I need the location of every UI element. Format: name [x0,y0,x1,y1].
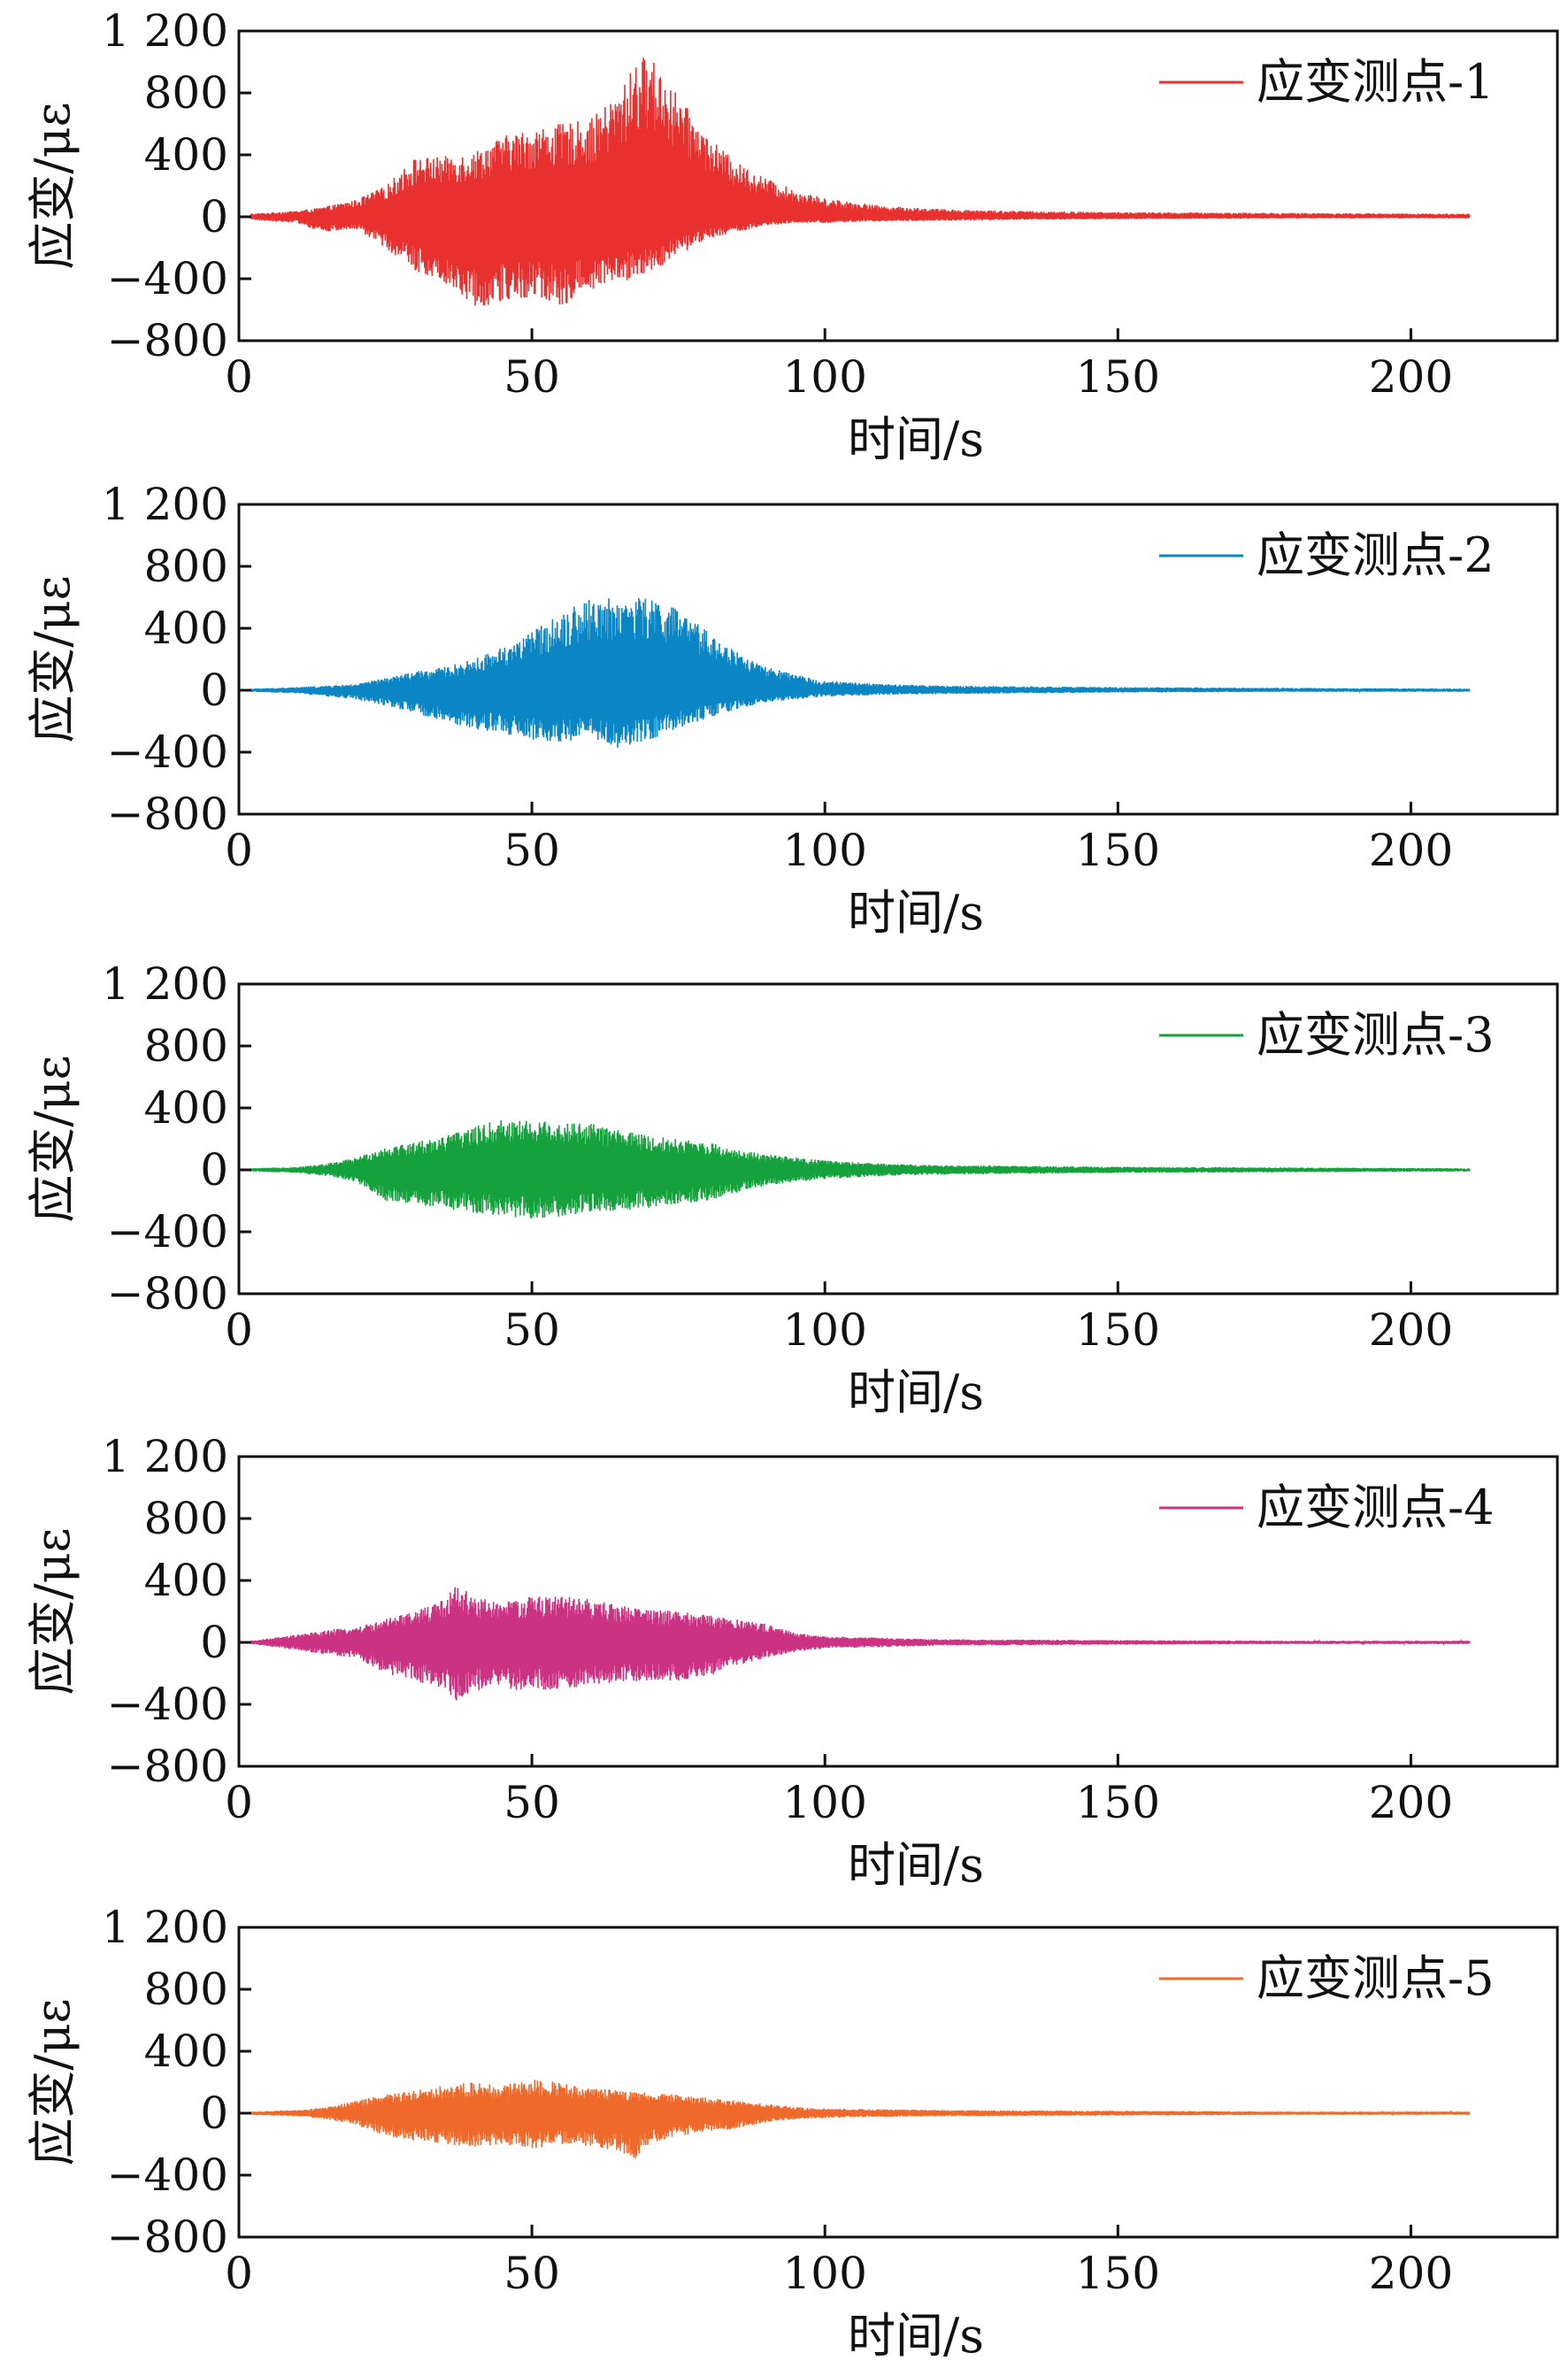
y-tick-label-3-3: 400 [144,1082,228,1134]
y-tick-label-1-5: 1 200 [102,5,228,57]
x-tick-label-1-0: 0 [225,351,253,403]
y-tick-label-5-5: 1 200 [102,1902,228,1953]
y-tick-label-4-4: 800 [144,1493,228,1544]
x-tick-label-1-2: 100 [783,351,867,403]
y-tick-label-5-2: 0 [200,2088,228,2139]
x-tick-label-2-1: 50 [503,825,560,876]
y-tick-label-1-1: −400 [107,253,228,304]
y-tick-label-1-2: 0 [200,191,228,242]
y-tick-label-4-2: 0 [200,1617,228,1668]
y-tick-label-2-1: −400 [107,727,228,778]
x-tick-label-3-3: 150 [1076,1304,1160,1356]
x-tick-label-5-1: 50 [503,2248,560,2299]
x-tick-label-5-2: 100 [783,2248,867,2299]
y-axis-label-3: 应变/με [25,1055,81,1222]
x-axis-label-2: 时间/s [848,885,984,941]
legend-label-1: 应变测点-1 [1257,54,1495,110]
plot-frame-5 [237,1926,1559,2239]
chart-panel-3: 应变测点-3 −800 −400 0 400 800 1 200 0 50 100 150 200 时间… [25,958,1559,1420]
x-tick-label-2-3: 150 [1076,825,1160,876]
y-axis-label-2: 应变/με [25,575,81,742]
y-tick-label-1-0: −800 [107,315,228,366]
chart-panel-1: 应变测点-1 −800 −400 0 400 800 1 200 0 50 100 150 200 时间… [25,5,1559,467]
x-tick-label-4-0: 0 [225,1777,253,1828]
series-line-1 [250,58,1471,306]
y-tick-label-4-1: −400 [107,1679,228,1730]
x-tick-label-5-4: 200 [1369,2248,1453,2299]
chart-panel-4: 应变测点-4 −800 −400 0 400 800 1 200 0 50 100 150 200 时间… [25,1431,1559,1893]
y-tick-label-3-0: −800 [107,1268,228,1319]
x-axis-label-3: 时间/s [848,1365,984,1420]
series-3-1 [250,1120,1471,1219]
x-tick-label-4-3: 150 [1076,1777,1160,1828]
x-axis-label-4: 时间/s [848,1837,984,1893]
plot-frame-3 [237,982,1559,1296]
x-axis-label-1: 时间/s [848,411,984,467]
x-tick-label-3-2: 100 [783,1304,867,1356]
y-tick-label-5-3: 400 [144,2026,228,2077]
y-tick-label-1-3: 400 [144,129,228,181]
y-axis-label-1: 应变/με [25,102,81,269]
legend-label-4: 应变测点-4 [1257,1480,1495,1535]
y-tick-label-2-2: 0 [200,665,228,716]
y-tick-label-2-3: 400 [144,603,228,654]
y-tick-label-5-1: −400 [107,2149,228,2201]
series-line-2 [250,597,1471,748]
y-tick-label-3-4: 800 [144,1020,228,1072]
plot-frame-1 [237,29,1559,342]
y-tick-label-2-4: 800 [144,541,228,592]
x-tick-label-5-0: 0 [225,2248,253,2299]
y-tick-label-4-5: 1 200 [102,1431,228,1482]
x-tick-label-4-4: 200 [1369,1777,1453,1828]
x-tick-label-4-1: 50 [503,1777,560,1828]
x-tick-label-2-4: 200 [1369,825,1453,876]
x-tick-label-2-2: 100 [783,825,867,876]
series-4-1 [250,1587,1471,1701]
plot-frame-2 [237,503,1559,816]
y-tick-label-1-4: 800 [144,67,228,119]
x-tick-label-1-1: 50 [503,351,560,403]
y-tick-label-5-0: −800 [107,2211,228,2263]
series-2-1 [250,597,1471,748]
chart-panel-2: 应变测点-2 −800 −400 0 400 800 1 200 0 50 100 150 200 时间… [25,479,1559,941]
x-axis-label-5: 时间/s [848,2308,984,2364]
y-axis-label-5: 应变/με [25,1998,81,2165]
legend-label-5: 应变测点-5 [1257,1950,1495,2006]
y-axis-label-4: 应变/με [25,1527,81,1695]
series-line-3 [250,1120,1471,1219]
y-tick-label-5-4: 800 [144,1964,228,2015]
x-tick-label-4-2: 100 [783,1777,867,1828]
series-1-1 [250,58,1471,306]
series-line-4 [250,1587,1471,1701]
y-tick-label-3-2: 0 [200,1144,228,1196]
x-tick-label-1-3: 150 [1076,351,1160,403]
y-tick-label-4-0: −800 [107,1741,228,1792]
y-tick-label-3-5: 1 200 [102,958,228,1010]
legend-label-3: 应变测点-3 [1257,1007,1495,1063]
plot-frame-4 [237,1455,1559,1768]
chart-panel-5: 应变测点-5 −800 −400 0 400 800 1 200 0 50 100 150 200 时间… [25,1902,1559,2364]
y-tick-label-4-3: 400 [144,1555,228,1606]
y-tick-label-3-1: −400 [107,1206,228,1257]
x-tick-label-3-0: 0 [225,1304,253,1356]
y-tick-label-2-0: −800 [107,788,228,840]
series-line-5 [250,2080,1471,2158]
legend-label-2: 应变测点-2 [1257,527,1495,583]
x-tick-label-3-4: 200 [1369,1304,1453,1356]
x-tick-label-1-4: 200 [1369,351,1453,403]
x-tick-label-3-1: 50 [503,1304,560,1356]
y-tick-label-2-5: 1 200 [102,479,228,530]
x-tick-label-2-0: 0 [225,825,253,876]
x-tick-label-5-3: 150 [1076,2248,1160,2299]
series-5-1 [250,2080,1471,2158]
